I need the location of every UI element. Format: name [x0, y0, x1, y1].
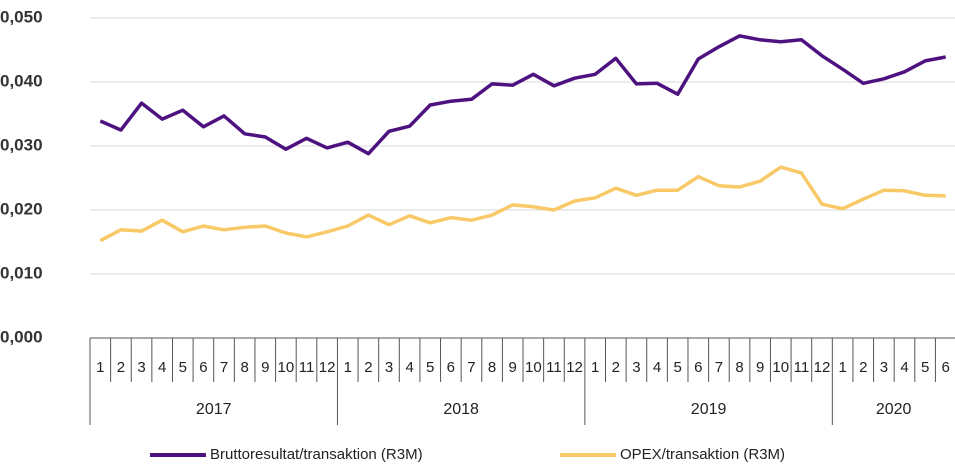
x-group-label: 2017 — [196, 401, 232, 418]
x-tick-label: 2 — [612, 359, 620, 376]
x-tick-label: 6 — [199, 359, 207, 376]
x-tick-label: 9 — [509, 359, 517, 376]
x-group-label: 2018 — [443, 401, 479, 418]
x-tick-label: 7 — [220, 359, 228, 376]
x-tick-label: 3 — [137, 359, 145, 376]
x-tick-label: 3 — [385, 359, 393, 376]
x-tick-label: 4 — [405, 359, 413, 376]
x-tick-label: 7 — [715, 359, 723, 376]
y-tick-label: 0,030 — [0, 135, 43, 154]
x-tick-label: 2 — [364, 359, 372, 376]
x-tick-label: 4 — [900, 359, 908, 376]
x-tick-label: 6 — [447, 359, 455, 376]
x-tick-label: 6 — [694, 359, 702, 376]
x-tick-label: 1 — [591, 359, 599, 376]
x-tick-label: 11 — [794, 359, 810, 376]
y-tick-label: 0,010 — [0, 263, 43, 282]
x-tick-label: 11 — [299, 359, 315, 376]
series-line — [99, 165, 946, 243]
series-line — [99, 34, 947, 156]
legend-label: Bruttoresultat/transaktion (R3M) — [210, 446, 423, 463]
x-tick-label: 1 — [344, 359, 352, 376]
x-tick-label: 9 — [756, 359, 764, 376]
x-group-label: 2019 — [691, 401, 727, 418]
x-tick-label: 5 — [921, 359, 929, 376]
y-tick-label: 0,000 — [0, 327, 43, 346]
x-tick-label: 6 — [942, 359, 950, 376]
x-tick-label: 4 — [653, 359, 661, 376]
x-tick-label: 4 — [158, 359, 166, 376]
x-tick-label: 2 — [859, 359, 867, 376]
x-tick-label: 12 — [814, 359, 831, 376]
x-tick-label: 5 — [426, 359, 434, 376]
x-tick-label: 11 — [546, 359, 562, 376]
x-tick-label: 12 — [319, 359, 336, 376]
x-tick-label: 8 — [240, 359, 248, 376]
y-tick-label: 0,020 — [0, 199, 43, 218]
x-tick-label: 5 — [179, 359, 187, 376]
y-tick-label: 0,050 — [0, 7, 43, 26]
x-group-label: 2020 — [876, 401, 912, 418]
x-tick-label: 2 — [117, 359, 125, 376]
x-tick-label: 10 — [525, 359, 542, 376]
x-tick-label: 10 — [772, 359, 789, 376]
x-tick-label: 12 — [566, 359, 583, 376]
x-tick-label: 8 — [735, 359, 743, 376]
x-tick-label: 1 — [838, 359, 846, 376]
x-tick-label: 7 — [467, 359, 475, 376]
x-tick-label: 1 — [96, 359, 104, 376]
x-tick-label: 10 — [278, 359, 295, 376]
x-tick-label: 3 — [632, 359, 640, 376]
y-tick-label: 0,040 — [0, 71, 43, 90]
x-tick-label: 3 — [880, 359, 888, 376]
x-tick-label: 9 — [261, 359, 269, 376]
legend-label: OPEX/transaktion (R3M) — [620, 446, 785, 463]
x-tick-label: 8 — [488, 359, 496, 376]
x-tick-label: 5 — [673, 359, 681, 376]
